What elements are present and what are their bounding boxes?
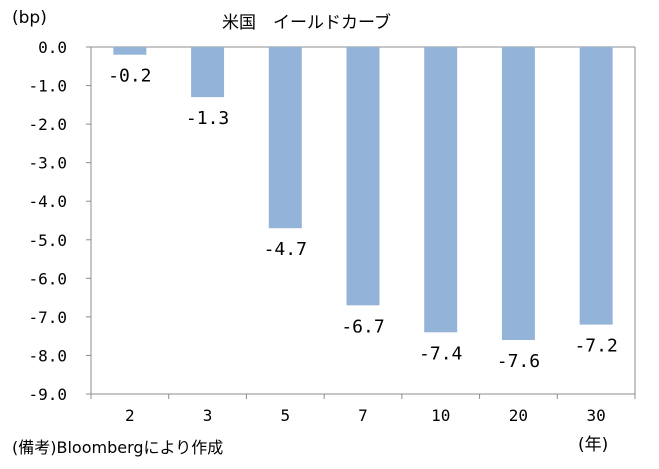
- y-tick-label: -2.0: [28, 115, 67, 134]
- x-tick-label: 10: [431, 406, 450, 425]
- data-label: -0.2: [108, 66, 151, 87]
- data-label: -7.4: [419, 343, 462, 364]
- y-axis-unit-label: (bp): [12, 8, 47, 28]
- data-label: -7.6: [497, 351, 540, 372]
- x-tick-label: 2: [125, 406, 135, 425]
- data-label: -7.2: [574, 336, 617, 357]
- bar-7y: [346, 47, 380, 306]
- y-tick-label: 0.0: [38, 38, 67, 57]
- x-tick-label: 5: [280, 406, 290, 425]
- bar-3y: [191, 47, 225, 98]
- x-tick-label: 3: [203, 406, 213, 425]
- y-tick-label: -7.0: [28, 308, 67, 327]
- data-label: -1.3: [186, 108, 229, 129]
- data-label: -4.7: [264, 239, 307, 260]
- x-axis-unit-label: (年): [578, 435, 609, 455]
- x-tick-label: 20: [509, 406, 528, 425]
- x-tick-label: 30: [587, 406, 606, 425]
- bar-5y: [268, 47, 302, 229]
- y-tick-label: -8.0: [28, 346, 67, 365]
- y-tick-label: -1.0: [28, 77, 67, 96]
- source-note: (備考)Bloombergにより作成: [12, 438, 224, 457]
- x-tick-label: 7: [358, 406, 368, 425]
- data-label: -6.7: [341, 316, 384, 337]
- y-tick-label: -4.0: [28, 192, 67, 211]
- y-tick-label: -3.0: [28, 154, 67, 173]
- y-tick-label: -9.0: [28, 385, 67, 404]
- y-tick-label: -6.0: [28, 269, 67, 288]
- bar-2y: [113, 47, 147, 55]
- bar-10y: [424, 47, 458, 333]
- y-tick-label: -5.0: [28, 231, 67, 250]
- bar-20y: [501, 47, 535, 341]
- chart-title: 米国 イールドカーブ: [222, 13, 391, 33]
- bar-30y: [579, 47, 613, 325]
